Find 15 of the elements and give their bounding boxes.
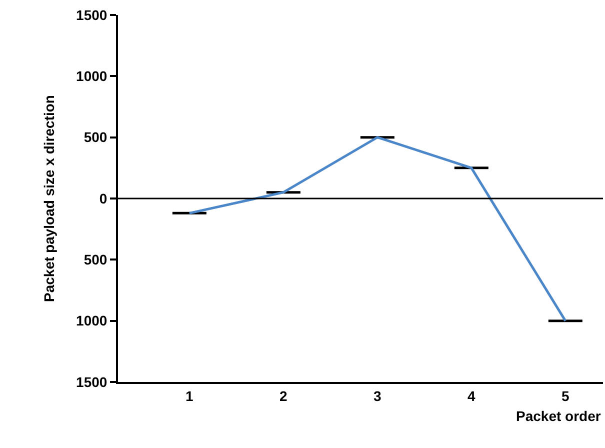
y-tick-label: 1000 bbox=[76, 312, 108, 329]
y-tick-label: 1500 bbox=[76, 6, 108, 23]
y-tick-label: 500 bbox=[84, 252, 108, 268]
x-tick-label: 2 bbox=[280, 388, 288, 404]
y-tick-label: 1500 bbox=[76, 374, 108, 390]
y-tick-label: 0 bbox=[99, 190, 108, 206]
x-tick-label: 1 bbox=[186, 388, 194, 404]
y-tick-label: 1000 bbox=[76, 68, 108, 84]
x-tick-label: 5 bbox=[562, 388, 570, 404]
x-tick-label: 4 bbox=[468, 388, 476, 404]
y-tick-label: 500 bbox=[84, 129, 108, 146]
line-series bbox=[188, 136, 567, 322]
y-axis-title: Packet payload size x direction bbox=[41, 95, 58, 302]
x-axis-title: Packet order bbox=[516, 408, 602, 424]
x-tick-label: 3 bbox=[374, 388, 382, 404]
